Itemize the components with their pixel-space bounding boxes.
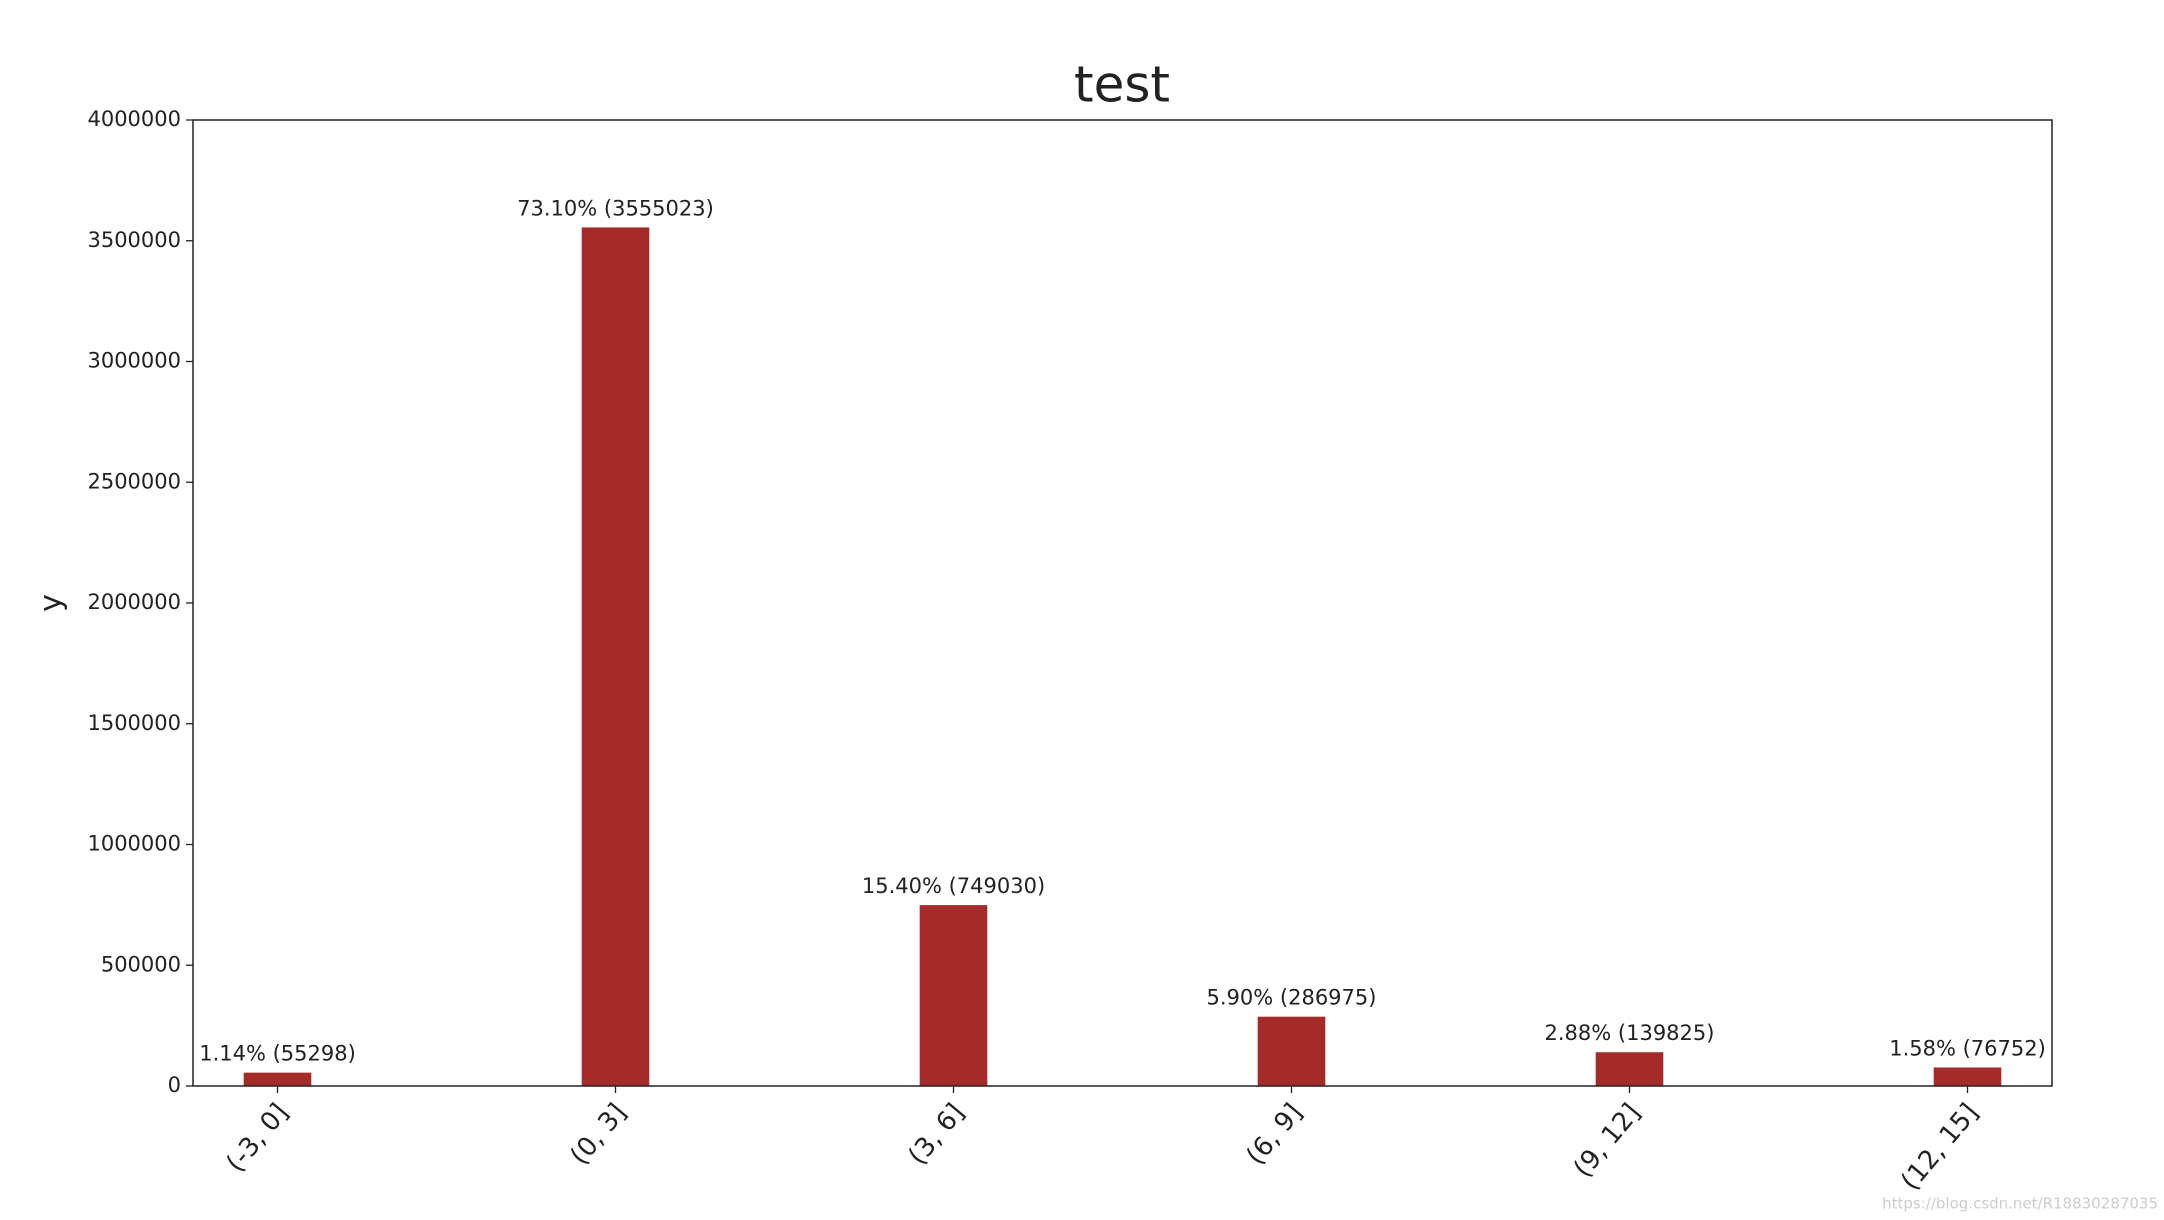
bar [919,905,988,1086]
y-tick-label: 2500000 [87,469,181,493]
bar-value-label: 15.40% (749030) [862,874,1045,898]
y-tick-label: 3000000 [87,349,181,373]
x-tick-label: (0, 3] [565,1098,633,1171]
x-tick-label: (6, 9] [1241,1098,1309,1171]
y-axis-label: y [34,594,69,612]
bar [1933,1067,2002,1086]
y-tick-label: 4000000 [87,107,181,131]
y-tick-label: 1000000 [87,832,181,856]
bar-value-label: 1.14% (55298) [199,1042,356,1066]
y-tick-label: 2000000 [87,590,181,614]
bar-value-label: 5.90% (286975) [1207,986,1377,1010]
x-tick-label: (12, 15] [1895,1098,1984,1196]
bar-value-label: 1.58% (76752) [1889,1036,2046,1060]
bar-value-label: 73.10% (3555023) [517,196,714,220]
bar-value-label: 2.88% (139825) [1545,1021,1715,1045]
watermark: https://blog.csdn.net/R18830287035 [1882,1195,2158,1213]
x-tick-label: (3, 6] [903,1098,971,1171]
bar [243,1072,312,1086]
chart-title: test [1074,56,1170,114]
y-tick-label: 500000 [101,952,181,976]
x-tick-label: (-3, 0] [221,1098,295,1178]
bar [1595,1052,1664,1086]
x-tick-label: (9, 12] [1568,1098,1647,1184]
bar [1257,1016,1326,1086]
bar [581,227,650,1087]
plot-frame [192,119,2053,1087]
y-tick-label: 1500000 [87,711,181,735]
y-tick-label: 0 [168,1073,181,1097]
y-tick-label: 3500000 [87,228,181,252]
